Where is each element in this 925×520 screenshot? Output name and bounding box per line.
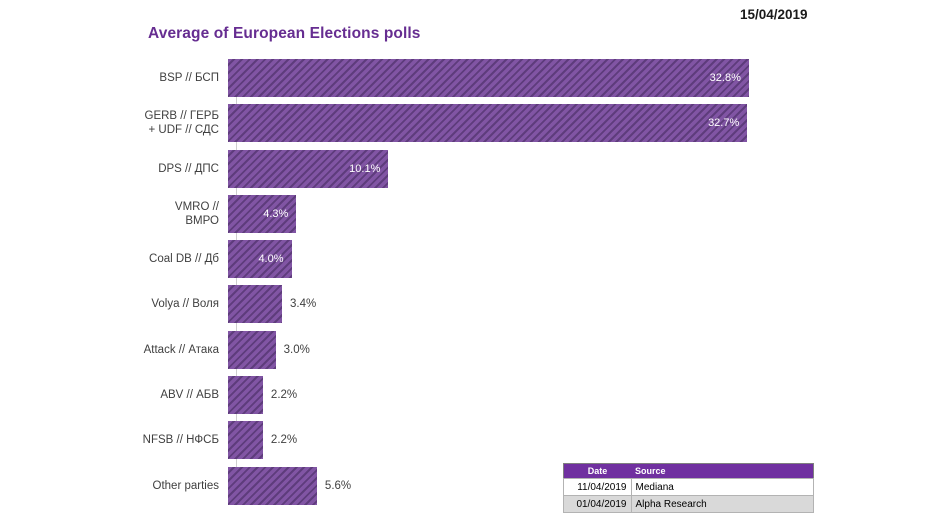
date-cell: 11/04/2019 <box>563 478 632 496</box>
bar <box>228 466 317 505</box>
table-header-source: Source <box>631 463 814 479</box>
category-label-line: ABV // АБВ <box>160 389 219 402</box>
value-label: 5.6% <box>324 479 352 492</box>
source-table: Date Source 11/04/2019 Mediana 01/04/2019 A… <box>563 463 814 513</box>
chart-row: GERB // ГЕРБ + UDF // СДС 32.7% <box>0 104 925 143</box>
chart-row: Coal DB // Дб 4.0% <box>0 240 925 279</box>
y-axis-line <box>236 59 237 505</box>
chart-row: NFSB // НФСБ 2.2% <box>0 421 925 460</box>
category-label: ABV // АБВ <box>0 388 228 402</box>
category-label-line: DPS // ДПС <box>158 162 219 175</box>
category-label-line: Volya // Воля <box>151 298 219 311</box>
value-label: 3.0% <box>283 343 310 356</box>
category-label-line: Other parties <box>152 479 219 492</box>
bar <box>228 376 263 415</box>
category-label-line: VMRO // <box>174 200 219 213</box>
chart-row: Volya // Воля 3.4% <box>0 285 925 324</box>
chart-row: DPS // ДПС 10.1% <box>0 149 925 188</box>
chart-row: Other parties 5.6% <box>0 466 925 505</box>
bar-rows: BSP // БСП 32.8% GERB // ГЕРБ + UDF // СДС 3… <box>0 59 925 505</box>
value-label: 4.0% <box>258 253 284 266</box>
category-label: DPS // ДПС <box>0 162 228 176</box>
value-label: 3.4% <box>289 298 317 311</box>
bar <box>228 421 263 460</box>
value-label: 32.8% <box>709 72 741 84</box>
chart-title: Average of European Elections polls <box>148 25 421 42</box>
category-label-line: + UDF // СДС <box>148 124 219 137</box>
value-label: 10.1% <box>349 162 381 175</box>
bar <box>228 285 282 324</box>
table-row: 01/04/2019 Alpha Research <box>563 495 814 513</box>
category-label: Other parties <box>0 479 228 493</box>
category-label-line: Attack // Атака <box>143 343 219 356</box>
value-label: 2.2% <box>270 434 298 447</box>
bar: 32.7% <box>228 104 748 143</box>
chart-row: VMRO //ВМРО 4.3% <box>0 194 925 233</box>
source-table-header-row: Date Source <box>563 463 814 479</box>
category-label: Attack // Атака <box>0 343 228 357</box>
bar: 4.3% <box>228 194 297 233</box>
table-row: 11/04/2019 Mediana <box>563 478 814 496</box>
value-label: 2.2% <box>270 389 298 402</box>
table-header-date: Date <box>563 463 631 479</box>
category-label: Coal DB // Дб <box>0 252 228 266</box>
category-label: GERB // ГЕРБ + UDF // СДС <box>0 109 228 137</box>
bar: 10.1% <box>228 149 389 188</box>
category-label-line: ВМРО <box>185 214 219 227</box>
value-label: 4.3% <box>263 207 289 220</box>
chart-row: ABV // АБВ 2.2% <box>0 376 925 415</box>
category-label: BSP // БСП <box>0 71 228 85</box>
category-label: Volya // Воля <box>0 297 228 311</box>
chart-row: BSP // БСП 32.8% <box>0 59 925 97</box>
bar <box>228 330 276 369</box>
bar: 4.0% <box>228 240 292 279</box>
source-table-body: 11/04/2019 Mediana 01/04/2019 Alpha Researc… <box>563 478 814 513</box>
date-cell: 01/04/2019 <box>563 495 632 513</box>
category-label-line: GERB // ГЕРБ <box>144 110 220 123</box>
value-label: 32.7% <box>708 117 740 130</box>
category-label-line: BSP // БСП <box>159 72 219 84</box>
source-cell: Mediana <box>630 478 814 496</box>
category-label-line: NFSB // НФСБ <box>142 434 219 447</box>
category-label: VMRO //ВМРО <box>0 200 228 228</box>
chart-row: Attack // Атака 3.0% <box>0 330 925 369</box>
bar: 32.8% <box>228 59 749 97</box>
bar-chart: BSP // БСП 32.8% GERB // ГЕРБ + UDF // СДС 3… <box>0 59 925 512</box>
category-label-line: Coal DB // Дб <box>149 253 219 266</box>
source-table-head: Date Source <box>563 463 814 479</box>
source-cell: Alpha Research <box>630 495 814 513</box>
report-date: 15/04/2019 <box>740 7 808 22</box>
category-label: NFSB // НФСБ <box>0 433 228 447</box>
